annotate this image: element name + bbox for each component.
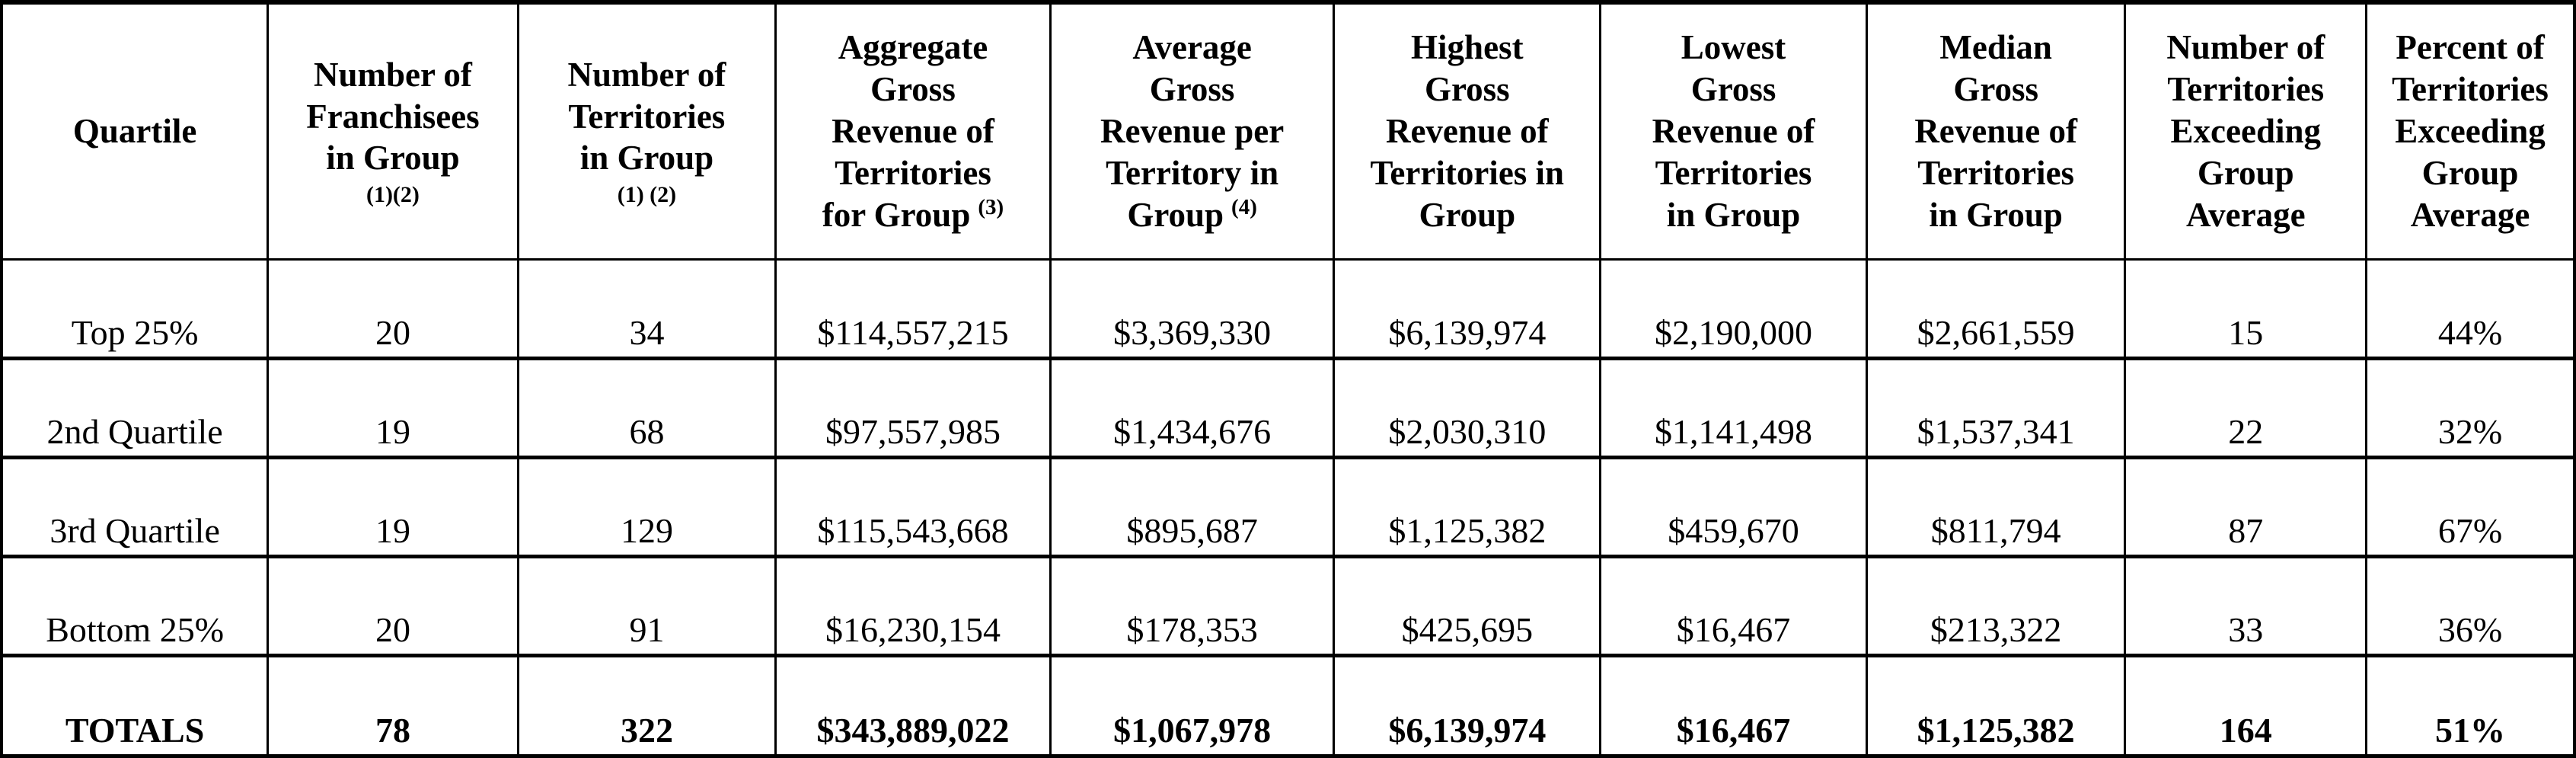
cell-3rd-quartile-median-gross-revenue: $811,794 <box>1865 455 2127 557</box>
cell-top-25-percent-exceeding-average: 44% <box>2365 257 2576 359</box>
column-header-aggregate-gross-revenue: Aggregate Gross Revenue of Territories f… <box>774 2 1052 261</box>
cell-top-25-territories-exceeding-average: 15 <box>2124 257 2368 359</box>
cell-3rd-quartile-quartile: 3rd Quartile <box>0 455 270 557</box>
column-header-label: Number of Territories in Group <box>567 55 726 178</box>
footnote-marker: (1)(2) <box>365 182 420 208</box>
cell-bottom-25-lowest-gross-revenue: $16,467 <box>1599 554 1868 656</box>
table-header-row: Quartile Number of Franchisees in Group (1… <box>0 2 2576 261</box>
column-header-highest-gross-revenue: Highest Gross Revenue of Territories in … <box>1333 2 1602 261</box>
cell-bottom-25-franchisees-in-group: 20 <box>267 554 519 656</box>
table-row-bottom-25: Bottom 25% 20 91 $16,230,154 $178,353 $425,69… <box>0 554 2576 656</box>
column-header-label: Number of Territories Exceeding Group Av… <box>2166 28 2325 234</box>
table-row-2nd-quartile: 2nd Quartile 19 68 $97,557,985 $1,434,676 $2,… <box>0 356 2576 458</box>
column-header-percent-exceeding-average: Percent of Territories Exceeding Group A… <box>2365 2 2576 261</box>
column-header-label: Quartile <box>72 111 197 150</box>
cell-3rd-quartile-lowest-gross-revenue: $459,670 <box>1599 455 1868 557</box>
column-header-label: Average Gross Revenue per Territory in G… <box>1100 28 1285 234</box>
column-header-label: Aggregate Gross Revenue of Territories f… <box>822 28 994 234</box>
column-header-label: Lowest Gross Revenue of Territories in G… <box>1652 28 1815 234</box>
cell-2nd-quartile-quartile: 2nd Quartile <box>0 356 270 458</box>
cell-bottom-25-highest-gross-revenue: $425,695 <box>1333 554 1602 656</box>
cell-totals-territories-exceeding-average: 164 <box>2124 653 2368 756</box>
cell-bottom-25-average-gross-revenue: $178,353 <box>1049 554 1336 656</box>
cell-top-25-median-gross-revenue: $2,661,559 <box>1865 257 2127 359</box>
cell-bottom-25-quartile: Bottom 25% <box>0 554 270 656</box>
cell-totals-aggregate-gross-revenue: $343,889,022 <box>774 653 1052 756</box>
cell-3rd-quartile-franchisees-in-group: 19 <box>267 455 519 557</box>
cell-top-25-franchisees-in-group: 20 <box>267 257 519 359</box>
cell-top-25-territories-in-group: 34 <box>516 257 777 359</box>
column-header-label: Median Gross Revenue of Territories in G… <box>1914 28 2078 234</box>
cell-totals-highest-gross-revenue: $6,139,974 <box>1333 653 1602 756</box>
cell-top-25-lowest-gross-revenue: $2,190,000 <box>1599 257 1868 359</box>
cell-totals-percent-exceeding-average: 51% <box>2365 653 2576 756</box>
column-header-territories-exceeding-average: Number of Territories Exceeding Group Av… <box>2124 2 2368 261</box>
cell-totals-franchisees-in-group: 78 <box>267 653 519 756</box>
table-row-totals: TOTALS 78 322 $343,889,022 $1,067,978 $6,139,… <box>0 653 2576 756</box>
cell-3rd-quartile-highest-gross-revenue: $1,125,382 <box>1333 455 1602 557</box>
cell-2nd-quartile-aggregate-gross-revenue: $97,557,985 <box>774 356 1052 458</box>
cell-bottom-25-territories-exceeding-average: 33 <box>2124 554 2368 656</box>
cell-bottom-25-territories-in-group: 91 <box>516 554 777 656</box>
cell-totals-quartile: TOTALS <box>0 653 270 756</box>
cell-2nd-quartile-lowest-gross-revenue: $1,141,498 <box>1599 356 1868 458</box>
cell-totals-lowest-gross-revenue: $16,467 <box>1599 653 1868 756</box>
column-header-label: Highest Gross Revenue of Territories in … <box>1370 28 1565 234</box>
cell-totals-territories-in-group: 322 <box>516 653 777 756</box>
column-header-lowest-gross-revenue: Lowest Gross Revenue of Territories in G… <box>1599 2 1868 261</box>
table-row-top-25: Top 25% 20 34 $114,557,215 $3,369,330 $6,139,… <box>0 257 2576 359</box>
column-header-median-gross-revenue: Median Gross Revenue of Territories in G… <box>1865 2 2127 261</box>
footnote-marker: (1) (2) <box>617 182 677 208</box>
cell-top-25-quartile: Top 25% <box>0 257 270 359</box>
column-header-average-gross-revenue: Average Gross Revenue per Territory in G… <box>1049 2 1336 261</box>
cell-3rd-quartile-territories-in-group: 129 <box>516 455 777 557</box>
cell-3rd-quartile-aggregate-gross-revenue: $115,543,668 <box>774 455 1052 557</box>
cell-3rd-quartile-territories-exceeding-average: 87 <box>2124 455 2368 557</box>
cell-top-25-aggregate-gross-revenue: $114,557,215 <box>774 257 1052 359</box>
footnote-marker: (3) <box>978 194 1004 219</box>
table-row-3rd-quartile: 3rd Quartile 19 129 $115,543,668 $895,687 $1,… <box>0 455 2576 557</box>
cell-3rd-quartile-percent-exceeding-average: 67% <box>2365 455 2576 557</box>
cell-2nd-quartile-franchisees-in-group: 19 <box>267 356 519 458</box>
column-header-territories-in-group: Number of Territories in Group (1) (2) <box>516 2 777 261</box>
column-header-quartile: Quartile <box>0 2 270 261</box>
cell-2nd-quartile-territories-in-group: 68 <box>516 356 777 458</box>
cell-bottom-25-percent-exceeding-average: 36% <box>2365 554 2576 656</box>
cell-bottom-25-aggregate-gross-revenue: $16,230,154 <box>774 554 1052 656</box>
column-header-franchisees-in-group: Number of Franchisees in Group (1)(2) <box>267 2 519 261</box>
footnote-marker: (4) <box>1231 194 1257 219</box>
cell-3rd-quartile-average-gross-revenue: $895,687 <box>1049 455 1336 557</box>
cell-totals-median-gross-revenue: $1,125,382 <box>1865 653 2127 756</box>
column-header-label: Number of Franchisees in Group <box>306 55 480 178</box>
cell-top-25-average-gross-revenue: $3,369,330 <box>1049 257 1336 359</box>
cell-2nd-quartile-median-gross-revenue: $1,537,341 <box>1865 356 2127 458</box>
cell-totals-average-gross-revenue: $1,067,978 <box>1049 653 1336 756</box>
cell-top-25-highest-gross-revenue: $6,139,974 <box>1333 257 1602 359</box>
cell-2nd-quartile-highest-gross-revenue: $2,030,310 <box>1333 356 1602 458</box>
cell-2nd-quartile-territories-exceeding-average: 22 <box>2124 356 2368 458</box>
cell-2nd-quartile-percent-exceeding-average: 32% <box>2365 356 2576 458</box>
cell-2nd-quartile-average-gross-revenue: $1,434,676 <box>1049 356 1336 458</box>
cell-bottom-25-median-gross-revenue: $213,322 <box>1865 554 2127 656</box>
column-header-label: Percent of Territories Exceeding Group A… <box>2392 28 2549 234</box>
